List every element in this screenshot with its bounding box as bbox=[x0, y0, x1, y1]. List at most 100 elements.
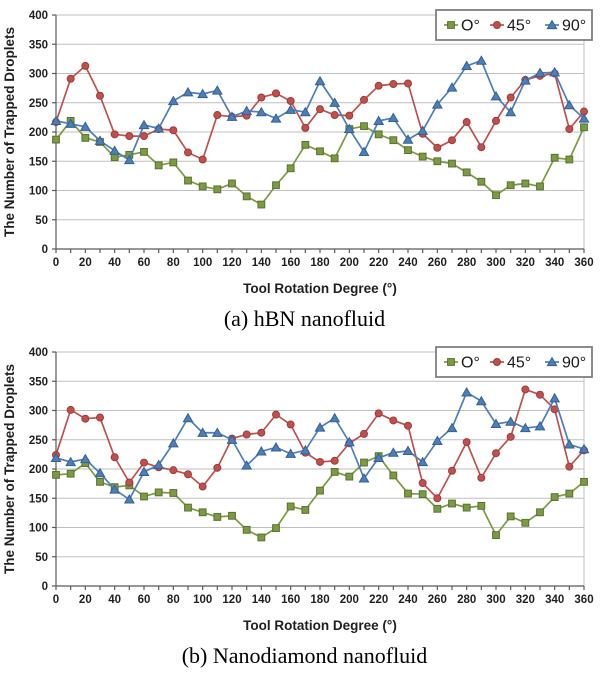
data-point bbox=[81, 133, 90, 142]
series-markers-O° bbox=[52, 452, 588, 542]
data-point bbox=[492, 531, 500, 540]
data-point bbox=[198, 155, 207, 164]
data-point bbox=[580, 123, 588, 132]
data-point bbox=[153, 123, 165, 133]
x-tick-label: 20 bbox=[79, 257, 92, 269]
data-point bbox=[565, 489, 574, 498]
x-tick-label: 20 bbox=[79, 594, 92, 606]
data-point bbox=[506, 432, 515, 441]
y-tick-labels: 0 50 100 150 200 250 300 350 400 bbox=[29, 10, 48, 256]
data-point bbox=[506, 512, 515, 521]
data-point bbox=[299, 106, 311, 117]
y-tick-label: 250 bbox=[29, 98, 48, 110]
data-point bbox=[418, 479, 427, 488]
x-axis-title: Tool Rotation Degree (°) bbox=[243, 281, 397, 296]
data-point bbox=[242, 430, 251, 439]
data-point bbox=[272, 181, 280, 190]
x-tick-label: 300 bbox=[486, 594, 505, 606]
data-point bbox=[578, 113, 590, 123]
data-point bbox=[270, 113, 282, 123]
x-tick-label: 140 bbox=[252, 257, 271, 269]
data-point bbox=[272, 89, 280, 98]
data-point bbox=[257, 428, 266, 437]
x-tick-label: 80 bbox=[167, 594, 180, 606]
data-point bbox=[211, 427, 223, 437]
data-point bbox=[211, 85, 223, 95]
data-point bbox=[52, 470, 60, 479]
data-point bbox=[213, 111, 222, 120]
data-point bbox=[226, 434, 238, 444]
x-tick-label: 300 bbox=[486, 257, 505, 269]
data-point bbox=[110, 130, 119, 139]
x-tick-label: 280 bbox=[457, 594, 476, 606]
data-point bbox=[519, 422, 531, 433]
data-point bbox=[299, 444, 311, 455]
legend-swatch-circle bbox=[493, 21, 501, 29]
data-point bbox=[52, 135, 60, 144]
data-point bbox=[360, 95, 368, 104]
data-point bbox=[329, 412, 341, 423]
y-tick-label: 100 bbox=[29, 523, 48, 535]
data-point bbox=[389, 80, 398, 89]
x-tick-label: 200 bbox=[340, 594, 359, 606]
data-point bbox=[490, 418, 502, 429]
data-point bbox=[241, 105, 253, 116]
data-point bbox=[417, 456, 429, 467]
x-tick-label: 340 bbox=[545, 257, 564, 269]
data-point bbox=[330, 111, 339, 120]
legend-label: O° bbox=[461, 355, 480, 372]
data-point bbox=[418, 152, 427, 161]
legend-box bbox=[435, 346, 593, 378]
chart-a-canvas: 0 50 100 150 200 250 300 350 400 0 20 40 60 80 100 120 1… bbox=[2, 9, 594, 296]
data-point bbox=[316, 147, 324, 156]
y-tick-label: 150 bbox=[29, 156, 48, 168]
chart-b-canvas: 0 50 100 150 200 250 300 350 400 0 20 40 60 80 100 120 1… bbox=[2, 346, 594, 633]
y-tick-label: 300 bbox=[29, 69, 48, 81]
data-point bbox=[330, 154, 339, 163]
gridlines bbox=[56, 14, 585, 249]
x-tick-label: 240 bbox=[398, 594, 417, 606]
data-point bbox=[167, 95, 179, 106]
data-point bbox=[345, 472, 354, 481]
data-point bbox=[404, 421, 412, 430]
data-point bbox=[431, 99, 443, 109]
data-point bbox=[550, 153, 559, 162]
data-point bbox=[94, 467, 106, 478]
data-point bbox=[417, 125, 429, 135]
data-point bbox=[534, 420, 546, 431]
data-point bbox=[81, 414, 90, 423]
data-point bbox=[272, 410, 280, 419]
data-point bbox=[536, 182, 544, 191]
data-point bbox=[490, 90, 502, 101]
data-point bbox=[360, 458, 368, 467]
data-point bbox=[448, 466, 456, 475]
data-point bbox=[198, 482, 207, 491]
x-tick-label: 120 bbox=[222, 257, 241, 269]
data-point bbox=[184, 503, 192, 512]
legend-label: 45° bbox=[507, 18, 531, 35]
x-tick-label: 340 bbox=[545, 594, 564, 606]
data-point bbox=[461, 386, 473, 397]
data-point bbox=[140, 132, 148, 141]
data-point bbox=[433, 504, 442, 513]
x-tick-label: 140 bbox=[252, 594, 271, 606]
data-point bbox=[549, 66, 561, 77]
data-point bbox=[242, 525, 251, 534]
data-point bbox=[257, 200, 266, 209]
y-tick-label: 250 bbox=[29, 435, 48, 447]
data-point bbox=[154, 488, 163, 497]
data-point bbox=[285, 448, 297, 458]
y-tick-label: 400 bbox=[29, 347, 48, 359]
legend-label: 45° bbox=[507, 355, 531, 372]
data-point bbox=[213, 463, 222, 472]
data-point bbox=[286, 420, 295, 429]
data-point bbox=[169, 466, 178, 475]
data-point bbox=[314, 75, 326, 86]
data-point bbox=[477, 143, 486, 152]
y-tick-label: 350 bbox=[29, 376, 48, 388]
data-point bbox=[123, 494, 135, 504]
data-point bbox=[314, 422, 326, 432]
data-point bbox=[125, 132, 134, 141]
data-point bbox=[345, 111, 354, 120]
